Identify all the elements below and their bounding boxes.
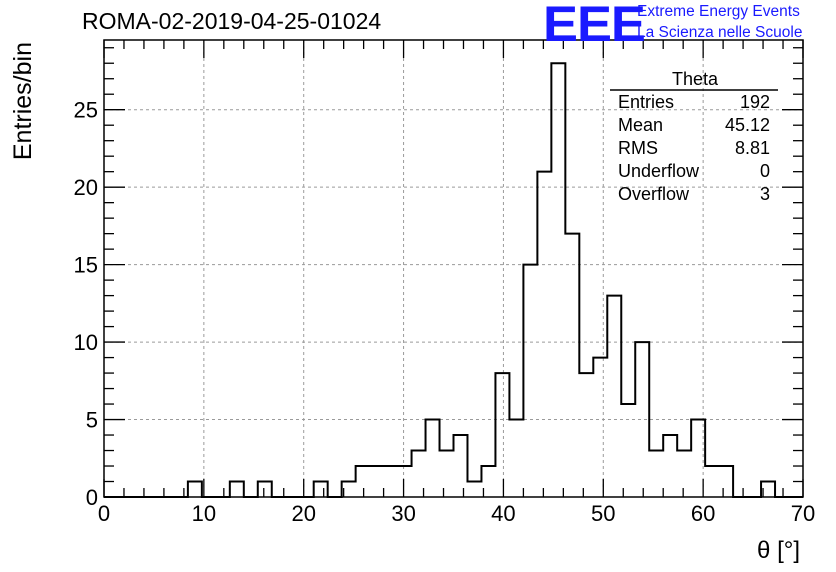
stat-label: Underflow (618, 161, 700, 181)
plot-frame (103, 39, 804, 498)
stat-label: Overflow (618, 184, 690, 204)
y-tick-label: 0 (86, 485, 98, 510)
stat-value: 45.12 (724, 115, 770, 135)
x-tick-label: 50 (591, 501, 615, 526)
stat-label: RMS (618, 138, 658, 158)
y-tick-labels: 0 5 10 15 20 25 (74, 98, 98, 510)
x-axis-label: θ [°] (757, 537, 800, 564)
chart-title: ROMA-02-2019-04-25-01024 (82, 8, 382, 34)
stat-label: Entries (618, 92, 675, 112)
x-tick-label: 30 (391, 501, 415, 526)
x-tick-label: 40 (491, 501, 515, 526)
axis-ticks (103, 40, 804, 498)
y-tick-label: 10 (74, 330, 98, 355)
y-tick-label: 15 (74, 253, 98, 278)
x-tick-labels: 0 10 20 30 40 50 60 70 (98, 501, 815, 526)
x-tick-label: 10 (192, 501, 216, 526)
x-tick-label: 70 (791, 501, 815, 526)
stats-box-title: Theta (671, 69, 719, 89)
logo-line-1: Extreme Energy Events (637, 3, 800, 20)
logo-line-2: La Scienza nelle Scuole (637, 24, 803, 41)
eee-logo: EEE (543, 0, 646, 52)
histogram-outline (104, 62, 803, 498)
x-tick-label: 20 (291, 501, 315, 526)
stat-value: 0 (759, 161, 770, 181)
stat-value: 8.81 (734, 138, 770, 158)
y-tick-label: 25 (74, 98, 98, 123)
grid-lines (104, 40, 803, 497)
x-tick-label: 0 (98, 501, 110, 526)
x-tick-label: 60 (691, 501, 715, 526)
y-tick-label: 5 (86, 408, 98, 433)
stat-value: 3 (759, 184, 770, 204)
y-tick-label: 20 (74, 175, 98, 200)
stat-label: Mean (618, 115, 664, 135)
stat-value: 192 (739, 92, 770, 112)
y-axis-label: Entries/bin (9, 42, 37, 160)
